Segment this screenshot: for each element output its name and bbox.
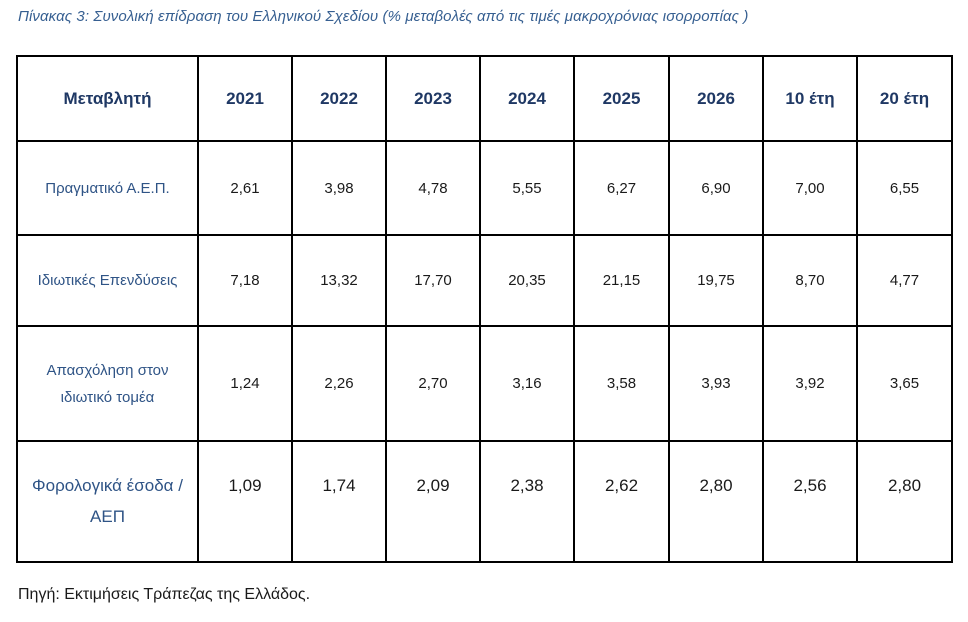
column-header-2026: 2026 <box>668 55 764 142</box>
value-cell: 20,35 <box>479 234 575 327</box>
value-cell: 2,61 <box>197 140 293 236</box>
value-cell: 2,80 <box>668 440 764 563</box>
value-cell: 2,09 <box>385 440 481 563</box>
value-cell: 6,55 <box>856 140 953 236</box>
value-cell: 3,92 <box>762 325 858 442</box>
table-header-row: Μεταβλητή 2021 2022 2023 2024 2025 2026 … <box>16 55 953 142</box>
table-caption: Πίνακας 3: Συνολική επίδραση του Ελληνικ… <box>18 8 749 25</box>
column-header-2025: 2025 <box>573 55 670 142</box>
impact-table: Μεταβλητή 2021 2022 2023 2024 2025 2026 … <box>16 55 953 563</box>
row-label-tax-revenue-gdp: Φορολογικά έσοδα / ΑΕΠ <box>16 440 199 563</box>
column-header-10-years: 10 έτη <box>762 55 858 142</box>
column-header-2024: 2024 <box>479 55 575 142</box>
table-row-private-investment: Ιδιωτικές Επενδύσεις 7,18 13,32 17,70 20… <box>16 234 953 327</box>
source-note: Πηγή: Εκτιμήσεις Τράπεζας της Ελλάδος. <box>18 586 311 603</box>
value-cell: 8,70 <box>762 234 858 327</box>
value-cell: 3,58 <box>573 325 670 442</box>
value-cell: 4,77 <box>856 234 953 327</box>
value-cell: 4,78 <box>385 140 481 236</box>
value-cell: 13,32 <box>291 234 387 327</box>
value-cell: 2,38 <box>479 440 575 563</box>
value-cell: 7,00 <box>762 140 858 236</box>
table-row-real-gdp: Πραγματικό Α.Ε.Π. 2,61 3,98 4,78 5,55 6,… <box>16 140 953 236</box>
value-cell: 2,80 <box>856 440 953 563</box>
value-cell: 7,18 <box>197 234 293 327</box>
value-cell: 2,62 <box>573 440 670 563</box>
value-cell: 17,70 <box>385 234 481 327</box>
value-cell: 6,27 <box>573 140 670 236</box>
value-cell: 21,15 <box>573 234 670 327</box>
value-cell: 3,65 <box>856 325 953 442</box>
row-label-private-employment: Απασχόληση στον ιδιωτικό τομέα <box>16 325 199 442</box>
value-cell: 3,93 <box>668 325 764 442</box>
column-header-20-years: 20 έτη <box>856 55 953 142</box>
value-cell: 3,98 <box>291 140 387 236</box>
table-row-tax-revenue-gdp: Φορολογικά έσοδα / ΑΕΠ 1,09 1,74 2,09 2,… <box>16 440 953 563</box>
column-header-2021: 2021 <box>197 55 293 142</box>
value-cell: 19,75 <box>668 234 764 327</box>
row-label-real-gdp: Πραγματικό Α.Ε.Π. <box>16 140 199 236</box>
value-cell: 2,56 <box>762 440 858 563</box>
value-cell: 2,70 <box>385 325 481 442</box>
column-header-2022: 2022 <box>291 55 387 142</box>
value-cell: 2,26 <box>291 325 387 442</box>
value-cell: 1,09 <box>197 440 293 563</box>
value-cell: 1,74 <box>291 440 387 563</box>
value-cell: 1,24 <box>197 325 293 442</box>
table-row-private-employment: Απασχόληση στον ιδιωτικό τομέα 1,24 2,26… <box>16 325 953 442</box>
value-cell: 5,55 <box>479 140 575 236</box>
column-header-2023: 2023 <box>385 55 481 142</box>
row-label-private-investment: Ιδιωτικές Επενδύσεις <box>16 234 199 327</box>
value-cell: 3,16 <box>479 325 575 442</box>
column-header-variable: Μεταβλητή <box>16 55 199 142</box>
value-cell: 6,90 <box>668 140 764 236</box>
